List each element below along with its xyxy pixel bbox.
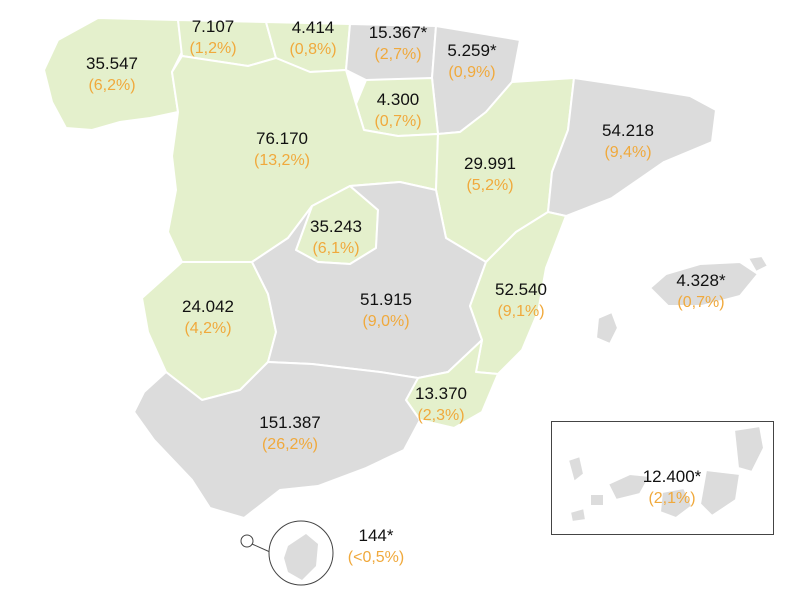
cataluna-pct: (9,4%) xyxy=(604,144,652,161)
label-extremadura: 24.042 (4,2%) xyxy=(182,296,234,340)
asturias-value: 7.107 xyxy=(191,17,235,36)
label-comunidad-valenciana: 52.540 (9,1%) xyxy=(495,279,547,323)
baleares-value: 4.328* xyxy=(676,271,726,290)
region-canarias-la-palma xyxy=(567,455,585,483)
galicia-value: 35.547 xyxy=(86,54,138,73)
region-canarias-fuerteventura xyxy=(699,469,741,517)
ceuta-melilla-value: 144* xyxy=(358,526,394,545)
label-cataluna: 54.218 (9,4%) xyxy=(602,120,654,164)
aragon-value: 29.991 xyxy=(464,154,516,173)
ceuta-callout-line xyxy=(251,543,271,553)
region-comunidad-valenciana xyxy=(469,211,567,375)
region-canarias-el-hierro xyxy=(569,507,587,523)
galicia-pct: (6,2%) xyxy=(88,77,136,94)
region-baleares-ibiza xyxy=(595,311,619,345)
region-canarias-la-gomera xyxy=(589,493,605,507)
asturias-pct: (1,2%) xyxy=(189,40,237,57)
label-madrid: 35.243 (6,1%) xyxy=(310,216,362,260)
region-canarias-lanzarote xyxy=(733,425,765,473)
pais-vasco-pct: (2,7%) xyxy=(374,46,422,63)
andalucia-pct: (26,2%) xyxy=(261,436,319,453)
label-andalucia: 151.387 (26,2%) xyxy=(259,412,320,456)
extremadura-pct: (4,2%) xyxy=(184,320,232,337)
region-baleares xyxy=(649,261,759,307)
region-baleares-menorca xyxy=(747,255,769,273)
label-canarias: 12.400* (2,1%) xyxy=(643,466,702,510)
label-la-rioja: 4.300 (0,7%) xyxy=(374,89,421,133)
label-cantabria: 4.414 (0,8%) xyxy=(289,17,336,61)
madrid-value: 35.243 xyxy=(310,217,362,236)
region-canarias-gran-canaria xyxy=(659,487,693,519)
canarias-pct: (2,1%) xyxy=(648,490,696,507)
region-ceuta-melilla xyxy=(284,534,318,580)
aragon-pct: (5,2%) xyxy=(466,177,514,194)
label-murcia: 13.370 (2,3%) xyxy=(415,383,467,427)
ceuta-melilla-pct: (<0,5%) xyxy=(347,549,405,566)
cataluna-value: 54.218 xyxy=(602,121,654,140)
label-ceuta-melilla: 144* (<0,5%) xyxy=(348,525,404,569)
castilla-la-mancha-pct: (9,0%) xyxy=(362,313,410,330)
castilla-leon-value: 76.170 xyxy=(256,129,308,148)
label-castilla-leon: 76.170 (13,2%) xyxy=(254,128,310,172)
label-galicia: 35.547 (6,2%) xyxy=(86,53,138,97)
label-baleares: 4.328* (0,7%) xyxy=(676,270,725,314)
cantabria-pct: (0,8%) xyxy=(289,41,337,58)
la-rioja-value: 4.300 xyxy=(376,90,420,109)
andalucia-value: 151.387 xyxy=(259,413,321,432)
label-navarra: 5.259* (0,9%) xyxy=(447,40,496,84)
region-andalucia xyxy=(133,361,421,519)
cantabria-value: 4.414 xyxy=(291,18,335,37)
madrid-pct: (6,1%) xyxy=(312,240,360,257)
castilla-leon-pct: (13,2%) xyxy=(253,152,311,169)
murcia-pct: (2,3%) xyxy=(417,407,465,424)
extremadura-value: 24.042 xyxy=(182,297,234,316)
castilla-la-mancha-value: 51.915 xyxy=(360,290,412,309)
comunidad-valenciana-pct: (9,1%) xyxy=(497,303,545,320)
region-cataluna xyxy=(547,77,717,217)
murcia-value: 13.370 xyxy=(415,384,467,403)
label-pais-vasco: 15.367* (2,7%) xyxy=(369,22,428,66)
canarias-inset-box xyxy=(551,421,774,535)
label-asturias: 7.107 (1,2%) xyxy=(189,16,236,60)
canarias-value: 12.400* xyxy=(642,467,702,486)
label-castilla-la-mancha: 51.915 (9,0%) xyxy=(360,289,412,333)
region-canarias-tenerife xyxy=(607,473,651,501)
navarra-value: 5.259* xyxy=(447,41,497,60)
comunidad-valenciana-value: 52.540 xyxy=(495,280,547,299)
baleares-pct: (0,7%) xyxy=(677,294,725,311)
navarra-pct: (0,9%) xyxy=(448,64,496,81)
pais-vasco-value: 15.367* xyxy=(368,23,428,42)
la-rioja-pct: (0,7%) xyxy=(374,113,422,130)
label-aragon: 29.991 (5,2%) xyxy=(464,153,516,197)
ceuta-marker xyxy=(240,534,254,548)
